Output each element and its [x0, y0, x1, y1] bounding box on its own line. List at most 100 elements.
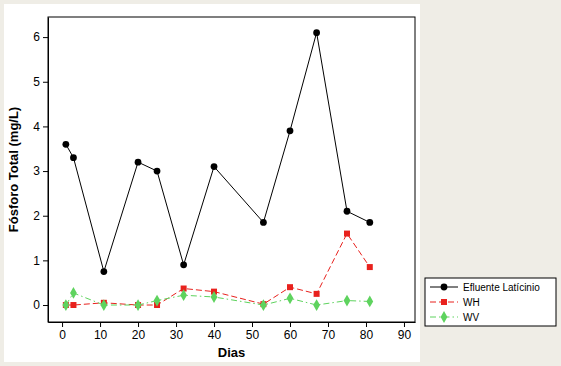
y-tick: 5: [33, 75, 48, 89]
series-marker: [154, 168, 161, 175]
y-tick: 4: [33, 120, 48, 134]
y-tick-mark: [43, 82, 48, 83]
y-tick: 2: [33, 209, 48, 223]
x-tick: 0: [59, 322, 66, 342]
x-tick-label: 40: [208, 328, 222, 342]
legend-label: WV: [463, 312, 479, 323]
x-axis-title: Dias: [218, 345, 245, 360]
x-axis: 0 10 20 30 40 50 60 70 80 90: [49, 322, 416, 342]
x-axis-line: [49, 322, 416, 323]
x-tick-label: 70: [322, 328, 336, 342]
y-tick: 1: [33, 254, 48, 268]
legend-box: [425, 278, 556, 326]
series-marker: [100, 268, 107, 275]
plot-frame: [48, 17, 415, 322]
y-tick-mark: [43, 37, 48, 38]
x-tick-label: 50: [246, 328, 260, 342]
panel: [4, 4, 420, 362]
series-marker: [70, 287, 77, 299]
x-tick: 70: [322, 322, 336, 342]
legend-marker: [441, 284, 448, 291]
y-tick-mark: [43, 216, 48, 217]
series-line: [66, 234, 370, 305]
y-axis-line: [48, 18, 49, 323]
x-tick-mark: [290, 322, 291, 327]
legend-label: Efluente Latícinio: [463, 282, 540, 293]
chart: 0 10 20 30 40 50 60 70 80 90 0 1 2 3 4 5 6 Dias Fósforo To…: [0, 0, 561, 366]
x-tick-label: 20: [132, 328, 146, 342]
x-tick-label: 60: [284, 328, 298, 342]
y-tick-mark: [43, 126, 48, 127]
series-marker: [366, 296, 373, 308]
series-marker: [344, 208, 351, 215]
x-tick: 80: [360, 322, 374, 342]
x-tick-mark: [252, 322, 253, 327]
y-tick-label: 5: [33, 75, 40, 89]
plot-area: [62, 29, 373, 311]
series-marker: [62, 299, 69, 311]
x-tick: 30: [170, 322, 184, 342]
x-tick-mark: [176, 322, 177, 327]
x-tick: 10: [94, 322, 108, 342]
y-axis: 0 1 2 3 4 5 6: [33, 18, 48, 323]
x-tick-mark: [404, 322, 405, 327]
series-marker: [260, 299, 267, 311]
x-tick-label: 0: [59, 328, 66, 342]
x-tick: 60: [284, 322, 298, 342]
series-marker: [366, 219, 373, 226]
x-tick-mark: [214, 322, 215, 327]
y-tick: 3: [33, 164, 48, 178]
y-tick-label: 4: [33, 120, 40, 134]
series-marker: [211, 291, 218, 303]
legend-marker: [441, 311, 448, 323]
series-marker: [287, 292, 294, 304]
series-marker: [62, 141, 69, 148]
legend-marker: [441, 299, 447, 305]
series-marker: [344, 231, 350, 237]
x-tick-label: 30: [170, 328, 184, 342]
x-tick-label: 90: [398, 328, 412, 342]
y-tick-label: 1: [33, 254, 40, 268]
series-marker: [135, 299, 142, 311]
series-marker: [344, 295, 351, 307]
x-tick: 90: [398, 322, 412, 342]
series-marker: [211, 163, 218, 170]
y-tick-mark: [43, 305, 48, 306]
x-tick: 40: [208, 322, 222, 342]
series-marker: [100, 299, 107, 311]
x-tick-mark: [366, 322, 367, 327]
series-marker: [260, 219, 267, 226]
series-marker: [367, 264, 373, 270]
series-marker: [313, 29, 320, 36]
y-tick: 6: [33, 30, 48, 44]
x-tick-mark: [328, 322, 329, 327]
x-tick-label: 80: [360, 328, 374, 342]
legend: Efluente Latícinio WH WV: [425, 278, 556, 326]
series-marker: [287, 284, 293, 290]
series-marker: [70, 154, 77, 161]
legend-label: WH: [463, 297, 480, 308]
series-line: [66, 33, 370, 272]
x-tick: 50: [246, 322, 260, 342]
y-tick-label: 2: [33, 209, 40, 223]
series-marker: [180, 261, 187, 268]
y-tick-label: 3: [33, 164, 40, 178]
series-marker: [287, 127, 294, 134]
series-marker: [314, 291, 320, 297]
y-tick-label: 6: [33, 30, 40, 44]
y-axis-title: Fósforo Total (mg/L): [6, 107, 21, 232]
x-tick-label: 10: [94, 328, 108, 342]
x-tick-mark: [62, 322, 63, 327]
x-tick-mark: [100, 322, 101, 327]
y-tick-label: 0: [33, 298, 40, 312]
y-tick: 0: [33, 298, 48, 312]
x-tick: 20: [132, 322, 146, 342]
series-marker: [135, 159, 142, 166]
y-tick-mark: [43, 171, 48, 172]
series-marker: [154, 295, 161, 307]
x-tick-mark: [138, 322, 139, 327]
y-tick-mark: [43, 260, 48, 261]
series-marker: [180, 289, 187, 301]
series-marker: [70, 302, 76, 308]
series-marker: [313, 299, 320, 311]
